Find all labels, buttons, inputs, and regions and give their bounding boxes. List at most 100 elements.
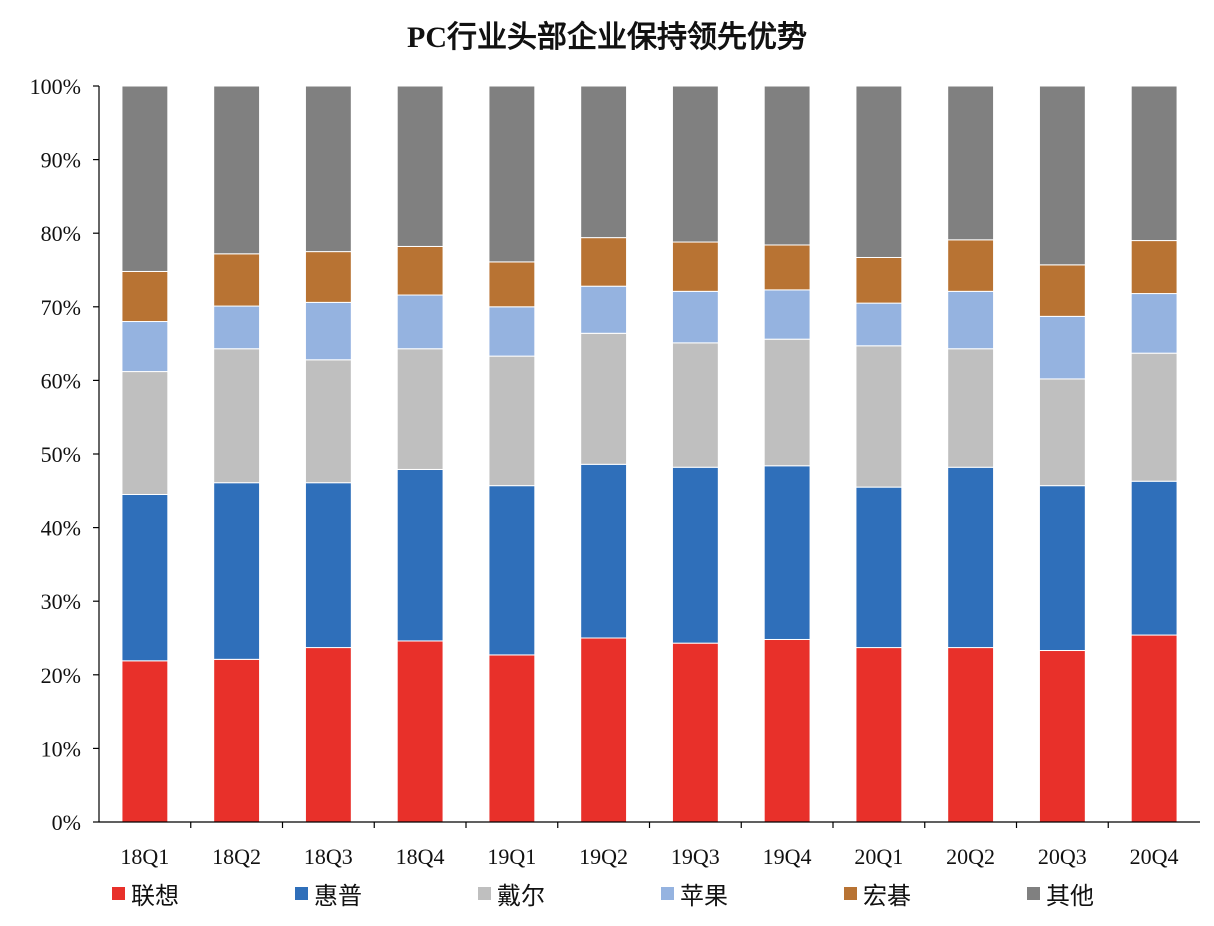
legend-item: 戴尔 (478, 876, 545, 911)
y-tick-label: 20% (41, 663, 81, 688)
bar-segment-18Q4-2 (396, 348, 444, 470)
bar-segment-20Q4-4 (1130, 240, 1178, 295)
legend-item: 宏碁 (844, 876, 911, 911)
bar-segment-19Q3-5 (671, 85, 719, 243)
bar-segment-19Q4-3 (763, 289, 811, 340)
bar-segment-18Q2-5 (213, 85, 261, 255)
bar-segment-18Q2-2 (213, 348, 261, 484)
bar-segment-19Q1-1 (488, 485, 536, 656)
bar-segment-18Q2-4 (213, 253, 261, 307)
bar-segment-18Q2-3 (213, 305, 261, 350)
bar-segment-19Q4-5 (763, 85, 811, 246)
bar-segment-20Q1-2 (855, 345, 903, 488)
bar-segment-18Q3-5 (304, 85, 352, 253)
bar-segment-20Q4-3 (1130, 293, 1178, 354)
bar-segment-20Q3-2 (1038, 378, 1086, 487)
legend-item: 其他 (1027, 876, 1094, 911)
legend-swatch (844, 887, 857, 900)
bar-segment-20Q2-4 (947, 239, 995, 292)
x-tick-label: 19Q4 (763, 844, 812, 869)
bar-segment-20Q4-5 (1130, 85, 1178, 242)
bar-segment-18Q3-2 (304, 359, 352, 484)
legend-item: 联想 (112, 876, 179, 911)
bar-segment-19Q2-0 (580, 637, 628, 823)
stacked-bar-chart: 18Q1 18Q2 18Q3 18Q4 19Q1 19Q2 19Q3 19Q4 20Q1 20Q2… (30, 74, 1200, 869)
x-tick-label: 20Q1 (854, 844, 903, 869)
legend-label: 惠普 (314, 884, 362, 910)
y-tick-label: 50% (41, 442, 81, 467)
bar-segment-19Q1-4 (488, 261, 536, 308)
bar-segment-20Q2-2 (947, 348, 995, 468)
bar-segment-18Q1-0 (121, 660, 169, 823)
bar-segment-18Q4-3 (396, 294, 444, 350)
x-tick-label: 18Q4 (396, 844, 445, 869)
legend-item: 苹果 (661, 876, 728, 911)
legend-swatch (295, 887, 308, 900)
bar-segment-20Q3-3 (1038, 315, 1086, 380)
bar-segment-19Q2-3 (580, 285, 628, 334)
x-tick-label: 19Q3 (671, 844, 720, 869)
bar-segment-18Q1-1 (121, 493, 169, 662)
bar-segment-20Q3-5 (1038, 85, 1086, 266)
bar-segment-19Q2-4 (580, 237, 628, 287)
bar-segment-19Q2-5 (580, 85, 628, 239)
bar-segment-19Q1-0 (488, 654, 536, 823)
y-tick-label: 40% (41, 516, 81, 541)
bar-segment-19Q1-5 (488, 85, 536, 263)
legend-swatch (1027, 887, 1040, 900)
axes-layer: 18Q1 18Q2 18Q3 18Q4 19Q1 19Q2 19Q3 19Q4 20Q1 20Q2… (30, 74, 1200, 869)
legend-label: 联想 (131, 884, 179, 910)
legend-label: 宏碁 (863, 884, 911, 910)
bar-segment-20Q4-1 (1130, 480, 1178, 636)
bar-segment-20Q2-0 (947, 647, 995, 823)
bar-segment-20Q2-5 (947, 85, 995, 241)
bar-segment-18Q4-0 (396, 640, 444, 823)
bar-segment-19Q1-3 (488, 306, 536, 357)
legend-item: 惠普 (295, 876, 362, 911)
bar-segment-19Q3-0 (671, 642, 719, 823)
bar-segment-18Q3-1 (304, 482, 352, 649)
y-tick-label: 30% (41, 589, 81, 614)
bar-segment-18Q1-4 (121, 270, 169, 323)
bar-segment-20Q4-0 (1130, 634, 1178, 823)
y-tick-label: 100% (30, 74, 81, 99)
bar-segment-18Q2-1 (213, 482, 261, 660)
legend-label: 戴尔 (497, 884, 545, 910)
bar-segment-18Q1-5 (121, 85, 169, 272)
x-tick-label: 20Q3 (1038, 844, 1087, 869)
bar-segment-18Q4-5 (396, 85, 444, 247)
bar-segment-20Q2-1 (947, 466, 995, 649)
y-tick-label: 80% (41, 221, 81, 246)
bar-segment-20Q1-5 (855, 85, 903, 258)
bar-segment-18Q2-0 (213, 658, 261, 823)
bar-segment-20Q1-4 (855, 256, 903, 304)
bar-segment-19Q4-0 (763, 638, 811, 823)
bar-segment-20Q3-1 (1038, 485, 1086, 652)
bar-segment-20Q2-3 (947, 290, 995, 350)
x-tick-label: 19Q1 (487, 844, 536, 869)
y-tick-label: 10% (41, 736, 81, 761)
chart-title: PC行业头部企业保持领先优势 (407, 21, 807, 54)
legend-label: 苹果 (680, 884, 728, 910)
y-tick-label: 0% (52, 810, 81, 835)
bar-segment-20Q1-1 (855, 486, 903, 649)
bar-segment-18Q1-3 (121, 321, 169, 373)
bar-segment-20Q3-4 (1038, 264, 1086, 317)
x-tick-label: 19Q2 (579, 844, 628, 869)
y-tick-label: 60% (41, 368, 81, 393)
bar-segment-20Q1-0 (855, 647, 903, 823)
bar-segment-19Q4-4 (763, 244, 811, 291)
bar-segment-19Q4-2 (763, 338, 811, 467)
bar-segment-19Q2-1 (580, 463, 628, 639)
legend-label: 其他 (1046, 884, 1094, 910)
bar-segment-19Q3-3 (671, 290, 719, 344)
bar-segment-20Q4-2 (1130, 352, 1178, 482)
bar-segment-19Q3-2 (671, 342, 719, 468)
bar-segment-18Q3-0 (304, 647, 352, 823)
bar-segment-19Q3-1 (671, 466, 719, 644)
bar-segment-18Q3-3 (304, 301, 352, 361)
bar-segment-19Q2-2 (580, 332, 628, 465)
legend-swatch (478, 887, 491, 900)
bar-segment-20Q3-0 (1038, 650, 1086, 823)
